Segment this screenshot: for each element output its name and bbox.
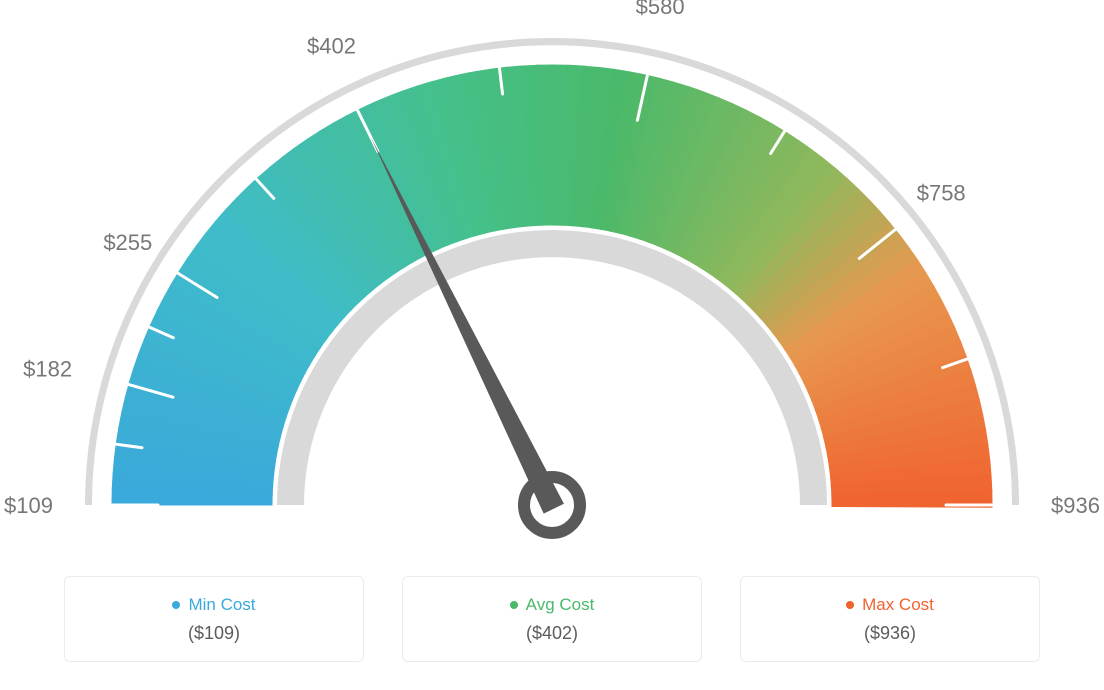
avg-value: ($402) [526,623,578,644]
svg-text:$109: $109 [4,493,53,518]
legend-row: Min Cost ($109) Avg Cost ($402) Max Cost… [0,576,1104,662]
avg-cost-card: Avg Cost ($402) [402,576,702,662]
svg-text:$255: $255 [103,230,152,255]
max-dot [846,601,854,609]
min-dot [172,601,180,609]
svg-text:$182: $182 [23,356,72,381]
max-value: ($936) [864,623,916,644]
avg-label: Avg Cost [526,595,595,615]
min-cost-card: Min Cost ($109) [64,576,364,662]
avg-dot [510,601,518,609]
svg-text:$758: $758 [917,181,966,206]
min-value: ($109) [188,623,240,644]
max-label: Max Cost [862,595,934,615]
svg-text:$580: $580 [636,0,685,19]
svg-text:$936: $936 [1051,493,1100,518]
max-cost-card: Max Cost ($936) [740,576,1040,662]
svg-text:$402: $402 [307,33,356,58]
cost-gauge: $109 $182 $255 $402 $580 $758 $936 [0,0,1104,560]
min-label: Min Cost [188,595,255,615]
